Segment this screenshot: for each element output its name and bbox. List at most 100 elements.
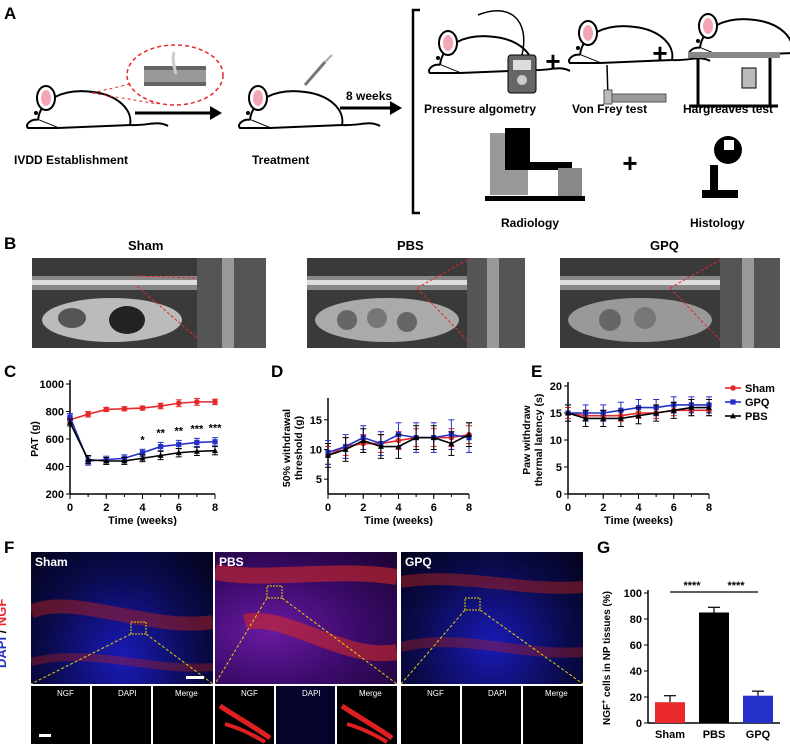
legend-label-pbs: PBS [745, 411, 768, 423]
sub-image-gpq-merge: Merge [523, 686, 583, 744]
sub-label: DAPI [488, 689, 507, 698]
y-tick-label: 20 [550, 381, 562, 393]
fluorescence-title-gpq: GPQ [405, 555, 432, 569]
legend-marker-gpq [730, 399, 736, 405]
data-point-pbs [157, 452, 164, 458]
data-point-pbs [67, 419, 73, 425]
data-point-gpq [176, 441, 182, 448]
sub-label: Merge [175, 689, 198, 698]
x-tick-label: 2 [360, 502, 366, 514]
y-axis-label: thermal latency (s) [533, 394, 545, 487]
y-tick-label: 10 [310, 444, 322, 456]
panel-label-c: C [4, 362, 17, 381]
sub-label: Merge [545, 689, 568, 698]
mri-title-pbs: PBS [397, 238, 424, 253]
hargreaves-platform-icon [688, 52, 780, 58]
data-point-pbs [342, 446, 349, 452]
x-tick-label: 0 [67, 502, 73, 514]
label-sep: / [0, 626, 9, 637]
y-tick-label: 0 [636, 718, 642, 730]
panel-label-d: D [271, 362, 284, 381]
caption-treatment: Treatment [252, 153, 310, 167]
significance-annotation: *** [190, 423, 204, 435]
x-axis-label: Time (weeks) [108, 515, 177, 526]
y-tick-label: 10 [550, 435, 562, 447]
y-tick-label: 100 [624, 588, 642, 600]
x-tick-label: GPQ [746, 729, 771, 741]
x-tick-label: 2 [103, 502, 109, 514]
data-point-gpq [139, 450, 146, 456]
x-tick-label: 4 [635, 502, 642, 514]
legend-marker-sham [730, 385, 736, 391]
x-tick-label: 6 [431, 502, 437, 514]
microscope-icon [702, 136, 742, 198]
x-tick-label: 0 [565, 502, 571, 514]
bar-sham [655, 702, 685, 723]
caption-radiology: Radiology [501, 216, 560, 230]
fluorescence-image-sham: Sham [31, 552, 213, 684]
legend-marker-pbs [730, 412, 736, 419]
x-tick-label: PBS [703, 729, 726, 741]
label-ngf: NGF [0, 598, 9, 627]
significance-annotation: **** [683, 580, 701, 592]
sub-image-sham-dapi: DAPI [92, 686, 151, 744]
y-tick-label: 1000 [40, 379, 64, 391]
data-point-gpq [212, 439, 218, 445]
significance-annotation: ** [174, 425, 183, 437]
panel-label-a: A [4, 4, 17, 23]
sub-label: NGF [427, 689, 444, 698]
significance-annotation: **** [727, 580, 745, 592]
x-tick-label: Sham [655, 729, 685, 741]
data-point-pbs [175, 449, 182, 456]
data-point-pbs [617, 415, 624, 421]
data-point-pbs [360, 437, 367, 443]
y-tick-label: 40 [630, 666, 642, 678]
arrow-icon [210, 106, 222, 120]
label-dapi: DAPI [0, 636, 9, 668]
y-axis-label: NGF+ cells in NP tissues (%) [601, 591, 613, 725]
caption-hargreaves: Hargreaves test [683, 102, 774, 116]
data-point-pbs [139, 455, 146, 461]
sub-image-pbs-merge: Merge [337, 686, 397, 744]
y-tick-label: 5 [316, 474, 322, 486]
chart-von-frey: 5 10 15 0 2 4 6 8 Time (weeks) 50% withdrawal thre… [281, 398, 472, 526]
panel-label-g: G [597, 538, 611, 557]
significance-annotation: *** [209, 423, 223, 435]
y-tick-label: 20 [630, 692, 642, 704]
chart-hargreaves: 0 5 10 15 20 0 2 4 6 8 Time (weeks) Paw withdraw the… [521, 381, 775, 526]
panel-label-f: F [4, 538, 15, 557]
fluorescence-image-pbs: PBS [215, 552, 397, 684]
data-point-gpq [194, 439, 200, 446]
y-tick-label: 80 [630, 614, 642, 626]
plus-sign: + [545, 46, 560, 76]
y-tick-label: 15 [550, 408, 562, 420]
scale-bar [39, 734, 51, 737]
data-point-pbs [448, 440, 455, 446]
caption-duration: 8 weeks [346, 89, 393, 103]
sub-image-sham-ngf: NGF [31, 686, 90, 744]
data-point-sham [175, 400, 182, 407]
y-axis-label: PAT (g) [29, 421, 41, 457]
data-point-pbs [212, 447, 218, 454]
data-point-sham [139, 405, 146, 411]
bar-pbs [699, 612, 729, 723]
data-point-pbs [653, 409, 660, 416]
data-point-pbs [121, 457, 128, 464]
bar-gpq [743, 695, 773, 723]
x-tick-label: 0 [325, 502, 331, 514]
vonfrey-filament-icon [603, 93, 667, 103]
x-tick-label: 6 [671, 502, 677, 514]
y-tick-label: 400 [46, 462, 64, 474]
x-tick-label: 6 [176, 502, 182, 514]
fluorescence-axis-label: DAPI / NGF [0, 590, 24, 670]
x-tick-label: 8 [212, 502, 218, 514]
y-axis-label: threshold (g) [293, 416, 305, 480]
caption-ivdd-establishment: IVDD Establishment [14, 153, 129, 167]
fluorescence-title-sham: Sham [35, 555, 68, 569]
x-tick-label: 8 [706, 502, 712, 514]
mri-title-gpq: GPQ [650, 238, 679, 253]
y-tick-label: 200 [46, 489, 64, 501]
legend-label-gpq: GPQ [745, 397, 770, 409]
arrow-icon [390, 101, 402, 115]
data-point-gpq [67, 414, 73, 420]
